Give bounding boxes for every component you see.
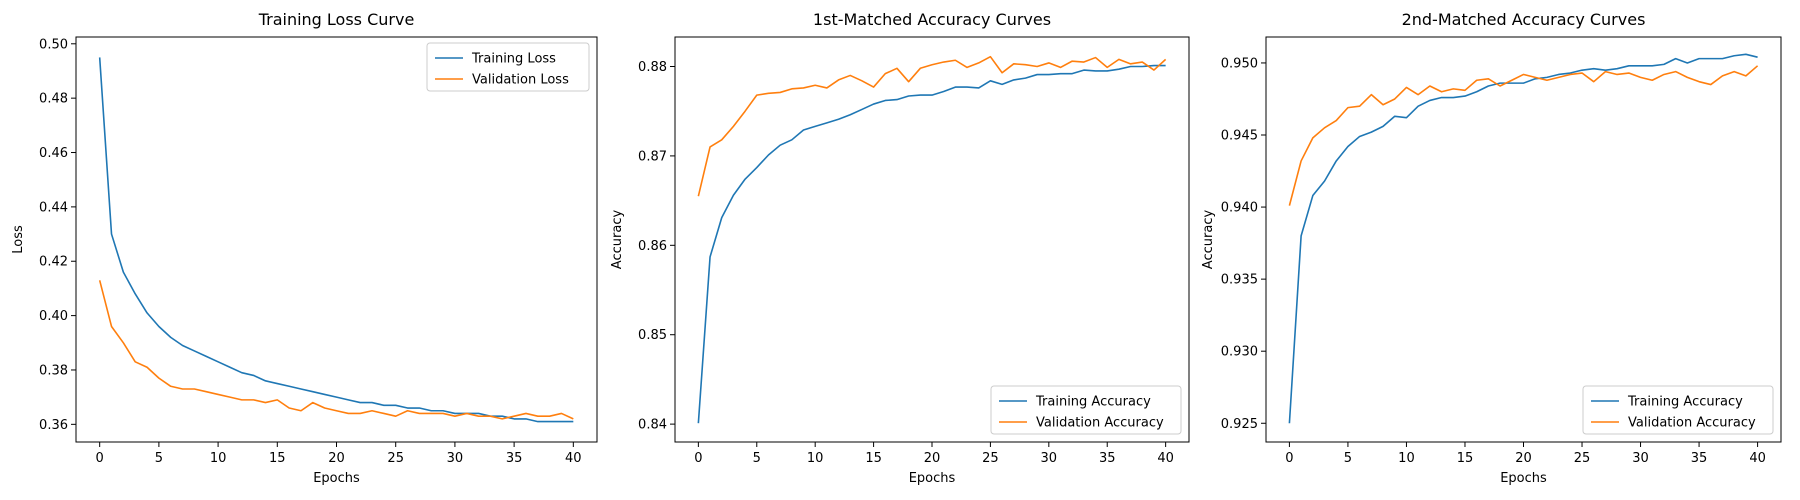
y-tick-label: 0.48: [39, 92, 68, 107]
x-axis-label: Epochs: [313, 471, 360, 486]
legend-label: Training Accuracy: [1627, 395, 1743, 410]
y-axis-label: Accuracy: [610, 210, 625, 270]
legend-label: Validation Accuracy: [1036, 416, 1164, 431]
series-line-training-loss: [98, 57, 574, 423]
y-tick-label: 0.40: [39, 309, 68, 324]
x-axis-label: Epochs: [909, 471, 956, 486]
y-tick-label: 0.935: [1221, 273, 1258, 288]
y-tick-label: 0.930: [1221, 345, 1258, 360]
x-tick-label: 25: [1574, 451, 1591, 466]
x-tick-label: 30: [447, 451, 464, 466]
y-tick-label: 0.50: [39, 37, 68, 52]
y-tick-label: 0.950: [1221, 56, 1258, 71]
y-tick-label: 0.42: [39, 255, 68, 270]
x-tick-label: 5: [1344, 451, 1352, 466]
series-line-training-accuracy: [697, 64, 1166, 424]
series-line-validation-accuracy: [697, 55, 1167, 197]
chart-title: 1st-Matched Accuracy Curves: [813, 10, 1051, 29]
axes-frame: [75, 36, 598, 443]
legend: Training Loss Validation Loss: [426, 42, 590, 92]
x-tick-label: 25: [982, 451, 999, 466]
y-tick-label: 0.87: [638, 149, 667, 164]
x-tick-label: 20: [328, 451, 345, 466]
legend-box: [990, 385, 1182, 435]
x-tick-label: 30: [1632, 451, 1649, 466]
legend-box: [426, 42, 590, 92]
x-tick-label: 35: [1691, 451, 1708, 466]
x-tick-label: 20: [924, 451, 941, 466]
y-tick-label: 0.940: [1221, 201, 1258, 216]
y-tick-label: 0.945: [1221, 129, 1258, 144]
chart-panel-2: 0 5 10 15 20 25 30 35 40 0.84 0.85 0.86 0.87 0.88 1st-…: [610, 10, 1190, 486]
legend-box: [1582, 385, 1774, 435]
y-axis-label: Accuracy: [1201, 210, 1216, 270]
series-line-validation-accuracy: [1288, 65, 1759, 206]
y-tick-label: 0.925: [1221, 417, 1258, 432]
chart-panel-1: 0 5 10 15 20 25 30 35 40 0.36 0.38 0.40 0.42 0.44 0.46…: [11, 10, 598, 486]
chart-panel-3: 0 5 10 15 20 25 30 35 40 0.925 0.930 0.935 0.940 0.94…: [1201, 10, 1782, 486]
y-tick-label: 0.46: [39, 146, 68, 161]
legend: Training Accuracy Validation Accuracy: [990, 385, 1182, 435]
x-tick-label: 40: [1749, 451, 1766, 466]
legend: Training Accuracy Validation Accuracy: [1582, 385, 1774, 435]
x-tick-label: 10: [1398, 451, 1415, 466]
y-tick-label: 0.85: [638, 328, 667, 343]
series-line-validation-loss: [98, 280, 574, 420]
x-axis-label: Epochs: [1500, 471, 1547, 486]
legend-label: Validation Accuracy: [1628, 416, 1756, 431]
legend-label: Validation Loss: [472, 73, 569, 88]
x-tick-label: 0: [1285, 451, 1293, 466]
y-tick-label: 0.44: [39, 200, 68, 215]
x-tick-label: 20: [1515, 451, 1532, 466]
legend-label: Training Loss: [471, 52, 556, 67]
x-tick-label: 15: [269, 451, 286, 466]
series-line-training-accuracy: [1288, 53, 1758, 424]
x-tick-label: 25: [387, 451, 404, 466]
axes-frame: [674, 36, 1190, 443]
legend-label: Training Accuracy: [1035, 395, 1151, 410]
y-axis-label: Loss: [11, 225, 26, 254]
y-tick-label: 0.36: [39, 418, 68, 433]
x-tick-label: 30: [1041, 451, 1058, 466]
y-tick-label: 0.38: [39, 363, 68, 378]
x-tick-label: 15: [1457, 451, 1474, 466]
x-tick-label: 40: [565, 451, 582, 466]
y-tick-label: 0.86: [638, 239, 667, 254]
x-tick-label: 5: [155, 451, 163, 466]
x-tick-label: 10: [807, 451, 824, 466]
x-tick-label: 35: [506, 451, 523, 466]
axes-frame: [1265, 36, 1782, 443]
x-tick-label: 35: [1099, 451, 1116, 466]
y-tick-label: 0.84: [638, 418, 667, 433]
x-tick-label: 5: [753, 451, 761, 466]
x-tick-label: 0: [694, 451, 702, 466]
x-tick-label: 15: [865, 451, 882, 466]
chart-title: Training Loss Curve: [258, 10, 415, 29]
x-tick-label: 0: [96, 451, 104, 466]
x-tick-label: 10: [210, 451, 227, 466]
chart-title: 2nd-Matched Accuracy Curves: [1402, 10, 1646, 29]
y-tick-label: 0.88: [638, 60, 667, 75]
x-tick-label: 40: [1157, 451, 1174, 466]
